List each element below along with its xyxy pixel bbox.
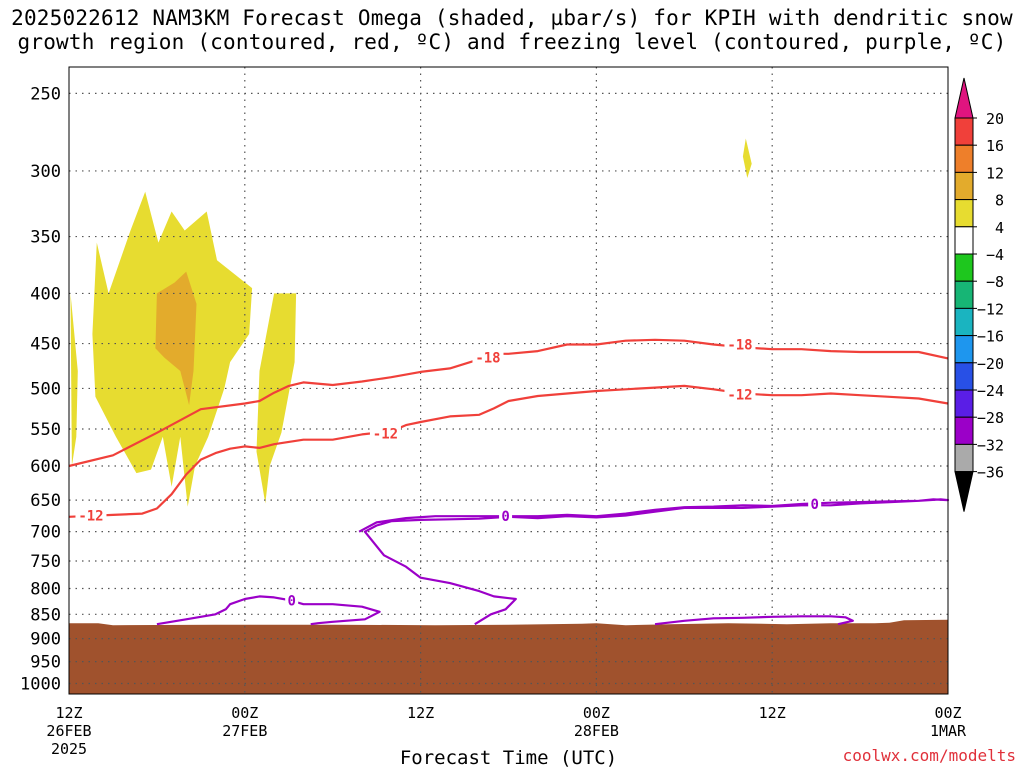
y-tick-label: 400 (30, 284, 61, 304)
contour-line--12-1 (68, 384, 949, 518)
y-tick-label: 1000 (20, 674, 61, 694)
colorbar-box (954, 199, 974, 228)
colorbar-box (954, 335, 974, 364)
contour-line-0-2 (358, 498, 950, 626)
chart-title-line-1: 2025022612 NAM3KM Forecast Omega (shaded… (11, 6, 1013, 30)
colorbar-label: −20 (977, 355, 1004, 373)
y-tick-label: 900 (30, 630, 61, 650)
y-tick-label: 600 (30, 457, 61, 477)
colorbar-label: −32 (977, 436, 1004, 454)
colorbar-label: −8 (986, 273, 1004, 291)
y-tick-label: 700 (30, 523, 61, 543)
contour-label: -12 (373, 427, 398, 443)
plot-frame (68, 66, 949, 695)
y-tick-label: 450 (30, 335, 61, 355)
contour-label-bg (808, 496, 822, 513)
colorbar-top-triangle (954, 77, 974, 119)
contour-label-bg (472, 349, 504, 366)
colorbar-box (954, 280, 974, 309)
colorbar-label: −24 (977, 382, 1004, 400)
x-tick-label-date: 27FEB (222, 722, 267, 740)
y-tick-label: 250 (30, 84, 61, 104)
contour-label: 0 (501, 509, 509, 525)
contour-line-0-3 (156, 595, 381, 626)
contour-label: -18 (475, 351, 500, 367)
x-tick-label-time: 00Z (934, 704, 961, 722)
x-tick-label-date: 1MAR (930, 722, 967, 740)
contour-label-bg (724, 336, 756, 353)
contour-label-bg (369, 425, 401, 442)
x-tick-label-year: 2025 (51, 740, 87, 758)
y-tick-label: 350 (30, 228, 61, 248)
contour-line-unlabeled-4 (654, 615, 854, 626)
contour-label: -12 (727, 387, 752, 403)
colorbar-label: 12 (986, 164, 1004, 182)
omega-region-12-16 (155, 271, 197, 406)
y-tick-label: 500 (30, 379, 61, 399)
contour-label-bg (285, 592, 299, 609)
colorbar-bottom-triangle (954, 471, 974, 512)
x-tick-label-date: 28FEB (574, 722, 619, 740)
terrain-fill (69, 619, 948, 694)
colorbar-box (954, 117, 974, 146)
colorbar-box (954, 226, 974, 255)
x-tick-label-time: 12Z (759, 704, 786, 722)
x-tick-label-date: 26FEB (46, 722, 91, 740)
contour-label: 0 (810, 497, 818, 513)
contour-label: 0 (287, 594, 295, 610)
chart-title: 2025022612 NAM3KM Forecast Omega (shaded… (0, 6, 1024, 54)
x-tick-label-time: 00Z (583, 704, 610, 722)
colorbar-label: −36 (977, 464, 1004, 482)
colorbar-label: −4 (986, 246, 1004, 264)
colorbar-box (954, 144, 974, 173)
omega-region-4-8 (742, 138, 752, 178)
contour-label-bg (75, 507, 107, 524)
contour-label: -12 (78, 509, 103, 525)
colorbar-label: 8 (995, 192, 1004, 210)
omega-region-4-8 (256, 293, 297, 504)
y-tick-label: 950 (30, 653, 61, 673)
y-tick-label: 800 (30, 579, 61, 599)
x-axis-label: Forecast Time (UTC) (400, 747, 617, 768)
y-tick-label: 300 (30, 162, 61, 182)
colorbar-label: 4 (995, 219, 1004, 237)
colorbar-label: −12 (977, 300, 1004, 318)
colorbar-label: −28 (977, 409, 1004, 427)
colorbar-box (954, 443, 974, 473)
colorbar-box (954, 253, 974, 282)
colorbar-label: 16 (986, 137, 1004, 155)
credit-text: coolwx.com/modelts (842, 746, 1016, 765)
x-tick-label-time: 12Z (55, 704, 82, 722)
contour-label: -18 (727, 338, 752, 354)
y-tick-label: 650 (30, 491, 61, 511)
colorbar-box (954, 362, 974, 391)
colorbar-box (954, 416, 974, 445)
y-tick-label: 850 (30, 605, 61, 625)
chart-title-line-2: growth region (contoured, red, ºC) and f… (17, 30, 1007, 54)
y-tick-label: 750 (30, 552, 61, 572)
omega-region-4-8 (70, 293, 78, 466)
colorbar-box (954, 307, 974, 337)
contour-label-bg (499, 508, 513, 525)
x-tick-label-time: 00Z (231, 704, 258, 722)
x-tick-label-time: 12Z (407, 704, 434, 722)
colorbar-box (954, 171, 974, 201)
contour-label-bg (724, 386, 756, 403)
colorbar-box (954, 389, 974, 418)
y-tick-label: 550 (30, 420, 61, 440)
colorbar-label: 20 (986, 110, 1004, 128)
colorbar-label: −16 (977, 328, 1004, 346)
